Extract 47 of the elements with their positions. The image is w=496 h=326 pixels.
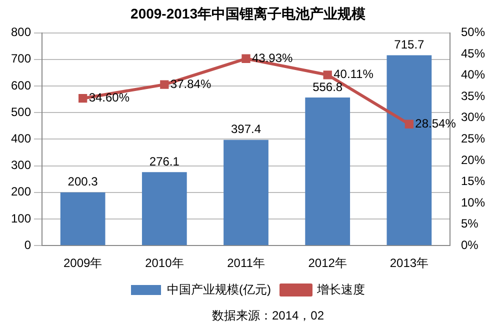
point bbox=[78, 94, 88, 103]
y-tick-label: 0 bbox=[24, 238, 32, 252]
data-label: 200.3 bbox=[68, 174, 98, 189]
source-note: 数据来源：2014，02 bbox=[212, 308, 324, 322]
data-label: 40.11% bbox=[334, 67, 374, 82]
y-tick-label: 500 bbox=[10, 104, 32, 119]
y-tick-label: 800 bbox=[10, 25, 32, 40]
bar bbox=[60, 192, 106, 246]
point bbox=[323, 70, 332, 80]
y2-tick-label: 10% bbox=[460, 195, 486, 210]
bar bbox=[224, 140, 268, 246]
data-label: 43.93% bbox=[252, 50, 294, 65]
y2-tick-label: 5% bbox=[460, 216, 479, 231]
data-label: 37.84% bbox=[170, 76, 212, 91]
data-label: 556.8 bbox=[312, 80, 343, 94]
y2-tick-label: 35% bbox=[460, 88, 486, 103]
y2-tick-label: 25% bbox=[460, 132, 486, 146]
x-tick-label: 2010年 bbox=[145, 256, 184, 270]
data-label: 397.4 bbox=[230, 122, 262, 136]
x-tick-label: 2009年 bbox=[63, 256, 102, 270]
legend-label: 增长速度 bbox=[316, 282, 365, 296]
data-label: 276.1 bbox=[149, 154, 180, 168]
y-tick-label: 200 bbox=[10, 184, 32, 199]
y-tick-label: 700 bbox=[10, 52, 32, 66]
data-label: 715.7 bbox=[394, 38, 425, 52]
y2-tick-label: 20% bbox=[460, 152, 486, 167]
point bbox=[242, 54, 250, 63]
y2-tick-label: 45% bbox=[460, 46, 486, 60]
x-tick-label: 2011年 bbox=[227, 256, 265, 270]
bar bbox=[305, 97, 350, 246]
y2-tick-label: 0% bbox=[460, 238, 479, 252]
data-label: 34.60% bbox=[88, 90, 130, 105]
point bbox=[160, 80, 169, 89]
legend-label: 中国产业规模(亿元) bbox=[167, 282, 272, 296]
x-tick-label: 2013年 bbox=[390, 256, 429, 270]
y-tick-label: 400 bbox=[10, 132, 32, 146]
y2-tick-label: 50% bbox=[460, 25, 486, 40]
y-tick-label: 300 bbox=[10, 158, 32, 172]
point bbox=[404, 120, 414, 128]
y2-tick-label: 40% bbox=[460, 68, 486, 82]
y2-tick-label: 30% bbox=[460, 110, 486, 124]
y-tick-label: 600 bbox=[10, 78, 32, 92]
x-tick-label: 2012年 bbox=[308, 256, 347, 270]
y2-tick-label: 15% bbox=[460, 174, 486, 188]
chart-title: 2009-2013年中国锂离子电池产业规模 bbox=[130, 5, 366, 22]
bar bbox=[142, 172, 187, 246]
y-tick-label: 100 bbox=[10, 211, 32, 226]
